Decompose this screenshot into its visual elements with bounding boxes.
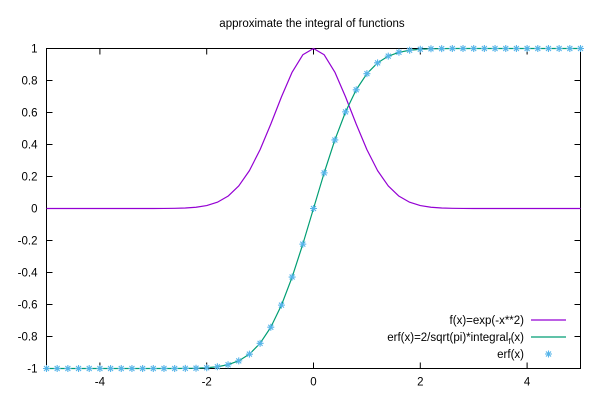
x-axis: -4 -2 0 2 4 bbox=[95, 48, 531, 389]
data-point bbox=[192, 364, 200, 372]
data-point bbox=[480, 45, 488, 52]
data-point bbox=[331, 136, 339, 144]
y-tick-label: -0.6 bbox=[18, 300, 38, 312]
data-point bbox=[577, 45, 584, 52]
data-point bbox=[374, 59, 382, 67]
series-line-0 bbox=[46, 47, 581, 210]
data-point bbox=[53, 365, 61, 372]
data-point bbox=[363, 70, 371, 78]
legend-label-0: f(x)=exp(-x**2) bbox=[450, 315, 525, 327]
chart-title: approximate the integral of functions bbox=[219, 18, 405, 30]
data-point bbox=[502, 45, 510, 52]
data-point bbox=[203, 364, 211, 372]
data-point bbox=[416, 45, 424, 53]
data-point bbox=[395, 48, 403, 56]
y-tick-label: 0.4 bbox=[22, 140, 39, 152]
data-point bbox=[85, 365, 93, 372]
data-point bbox=[342, 108, 350, 116]
data-point bbox=[64, 365, 72, 372]
data-point bbox=[438, 45, 446, 53]
data-point bbox=[384, 52, 392, 60]
data-point bbox=[267, 323, 275, 331]
data-point bbox=[107, 365, 115, 372]
data-point bbox=[491, 45, 499, 52]
data-point bbox=[544, 45, 552, 52]
x-tick-label: -4 bbox=[95, 377, 106, 389]
data-point bbox=[117, 365, 125, 372]
data-point bbox=[320, 169, 328, 177]
data-point bbox=[470, 45, 478, 52]
data-point bbox=[288, 273, 296, 281]
data-point bbox=[427, 45, 435, 53]
legend-label-2: erf(x) bbox=[497, 349, 524, 361]
data-point bbox=[448, 45, 456, 53]
x-tick-label: 2 bbox=[417, 377, 423, 389]
data-point bbox=[213, 363, 221, 371]
legend-label-1: erf(x)=2/sqrt(pi)*integralf(x) bbox=[387, 332, 524, 346]
data-point bbox=[149, 365, 157, 372]
data-point bbox=[235, 357, 243, 365]
data-point bbox=[523, 45, 531, 52]
data-point bbox=[310, 205, 317, 212]
data-point bbox=[566, 45, 574, 52]
x-tick-label: 0 bbox=[310, 377, 316, 389]
data-point bbox=[299, 240, 307, 248]
data-point bbox=[512, 45, 520, 52]
data-point bbox=[171, 364, 179, 372]
legend: f(x)=exp(-x**2) erf(x)=2/sqrt(pi)*integra… bbox=[387, 315, 566, 361]
data-point bbox=[224, 361, 232, 369]
y-tick-label: -1 bbox=[27, 364, 37, 376]
data-point bbox=[534, 45, 542, 52]
y-axis: -1 -0.8 -0.6 -0.4 -0.2 0 0.2 0.4 0.6 0.8 1 bbox=[18, 44, 581, 376]
y-tick-label: 0 bbox=[31, 204, 37, 216]
data-point bbox=[160, 364, 168, 372]
data-point bbox=[406, 46, 414, 54]
x-tick-label: -2 bbox=[202, 377, 212, 389]
data-point bbox=[277, 301, 285, 309]
y-tick-label: 0.2 bbox=[22, 172, 38, 184]
y-tick-label: -0.8 bbox=[18, 332, 38, 344]
y-tick-label: -0.2 bbox=[18, 236, 38, 248]
data-point bbox=[459, 45, 467, 53]
data-point bbox=[256, 339, 264, 347]
x-tick-label: 4 bbox=[524, 377, 531, 389]
y-tick-label: 0.8 bbox=[22, 76, 38, 88]
data-point bbox=[128, 365, 136, 372]
y-tick-label: 1 bbox=[31, 44, 37, 56]
data-point bbox=[555, 45, 563, 52]
y-tick-label: 0.6 bbox=[22, 108, 38, 120]
data-point bbox=[43, 365, 50, 372]
data-point bbox=[96, 365, 104, 372]
data-point bbox=[75, 365, 83, 372]
data-point bbox=[181, 364, 189, 372]
legend-swatch-2 bbox=[545, 350, 552, 358]
series-points-2 bbox=[43, 45, 584, 372]
data-point bbox=[139, 365, 147, 372]
data-point bbox=[245, 350, 253, 358]
data-point bbox=[352, 86, 360, 94]
y-tick-label: -0.4 bbox=[18, 268, 38, 280]
plot-area bbox=[43, 45, 584, 372]
